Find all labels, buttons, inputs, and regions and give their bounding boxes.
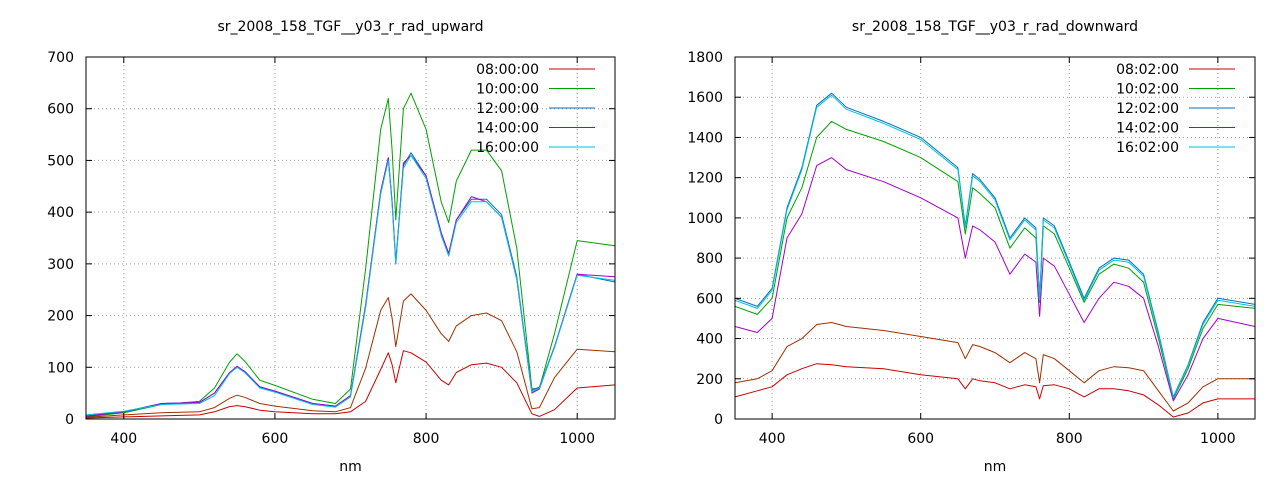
y-tick-label: 100 [47,360,74,376]
y-tick-label: 700 [47,50,74,66]
legend-label: 16:00:00 [476,140,539,156]
y-tick-label: 200 [47,309,74,325]
legend-label: 12:00:00 [476,101,539,117]
upward-chart: sr_2008_158_TGF__y03_r_rad_upward 400 600 8… [47,19,616,475]
series-line-4 [86,154,615,416]
y-tick-label: 800 [696,251,723,267]
legend-label: 12:02:00 [1116,101,1179,117]
y-tick-label: 400 [696,332,723,348]
series-line-4 [735,94,1255,399]
legend-label: 14:00:00 [476,121,539,137]
y-tick-label: 1400 [687,130,723,146]
y-tick-label: 600 [696,291,723,307]
x-tick-label: 800 [1056,431,1083,447]
x-tick-label: 400 [759,431,786,447]
legend-label: 16:02:00 [1116,140,1179,156]
series-group [735,92,1255,418]
legend-label: 08:02:00 [1116,62,1179,78]
plot-frame [85,56,616,420]
y-tick-label: 1600 [687,90,723,106]
chart-title: sr_2008_158_TGF__y03_r_rad_upward [217,19,483,35]
plot-frame [734,56,1256,420]
x-tick-label: 1000 [1200,431,1236,447]
series-group [86,92,615,419]
series-line-3 [86,154,615,417]
series-line-1 [735,120,1255,400]
series-line-1 [86,92,615,418]
y-tick-label: 1200 [687,171,723,187]
downward-chart-panel: sr_2008_158_TGF__y03_r_rad_downward 400 60… [640,0,1280,480]
y-tick-label: 400 [47,205,74,221]
series-line-3 [735,157,1255,402]
series-line-0 [735,363,1255,418]
series-line-5 [735,322,1255,412]
x-axis-label: nm [984,459,1007,475]
x-tick-label: 600 [262,431,289,447]
x-axis-label: nm [339,459,362,475]
legend-label: 08:00:00 [476,62,539,78]
upward-chart-panel: sr_2008_158_TGF__y03_r_rad_upward 400 600 8… [47,19,616,475]
x-tick-label: 1000 [559,431,595,447]
series-line-0 [86,350,615,419]
y-tick-label: 0 [65,412,74,428]
legend-label: 10:00:00 [476,82,539,98]
y-tick-label: 1000 [687,211,723,227]
series-line-2 [735,92,1255,398]
chart-title: sr_2008_158_TGF__y03_r_rad_downward [852,19,1138,35]
y-tick-label: 600 [47,102,74,118]
x-tick-label: 800 [413,431,440,447]
x-tick-label: 400 [110,431,137,447]
y-tick-label: 200 [696,372,723,388]
series-line-2 [86,152,615,417]
downward-chart: sr_2008_158_TGF__y03_r_rad_downward 400 60… [687,19,1256,475]
y-tick-label: 1800 [687,50,723,66]
y-tick-label: 300 [47,257,74,273]
legend-label: 10:02:00 [1116,82,1179,98]
y-tick-label: 500 [47,153,74,169]
y-tick-label: 0 [714,412,723,428]
series-line-5 [86,293,615,418]
x-tick-label: 600 [907,431,934,447]
legend-label: 14:02:00 [1116,121,1179,137]
